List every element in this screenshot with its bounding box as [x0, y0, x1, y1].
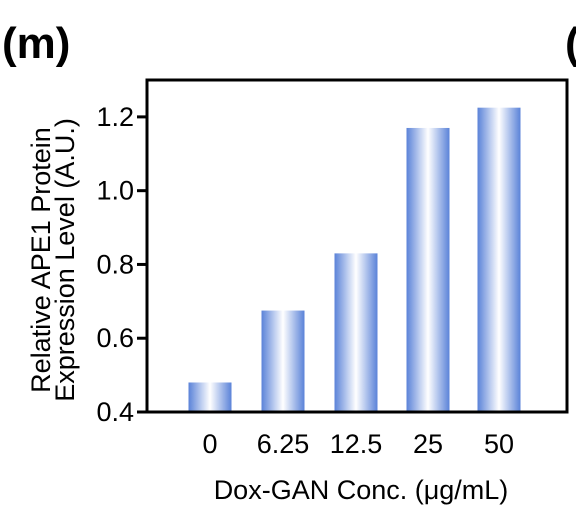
x-axis-ticks: 0 6.25 12.5 25 50	[202, 429, 514, 459]
x-axis-label: Dox-GAN Conc. (μg/mL)	[214, 475, 509, 505]
y-tick-label: 1.2	[96, 102, 134, 132]
bar-0	[188, 382, 232, 412]
bar-25	[406, 127, 450, 412]
x-tick-label: 6.25	[257, 429, 310, 459]
x-tick-label: 25	[413, 429, 443, 459]
bar-12.5	[334, 253, 378, 412]
y-axis-label-line1: Relative APE1 Protein	[26, 127, 56, 393]
y-axis-ticks: 0.4 0.6 0.8 1.0 1.2	[96, 102, 147, 427]
x-tick-label: 12.5	[330, 429, 383, 459]
y-tick-label: 0.4	[96, 397, 134, 427]
x-tick-label: 50	[484, 429, 514, 459]
panel-label: (m)	[2, 19, 70, 68]
next-panel-label: (	[565, 19, 576, 68]
y-axis-label: Relative APE1 Protein Expression Level (…	[26, 118, 80, 402]
bar-50	[477, 107, 521, 413]
x-tick-label: 0	[202, 429, 217, 459]
bar-6.25	[261, 310, 305, 412]
y-tick-label: 0.8	[96, 249, 134, 279]
y-axis-label-line2: Expression Level (A.U.)	[50, 118, 80, 402]
plot-frame	[145, 78, 569, 414]
y-tick-label: 1.0	[96, 176, 134, 206]
bars-group	[188, 107, 521, 413]
y-tick-label: 0.6	[96, 323, 134, 353]
